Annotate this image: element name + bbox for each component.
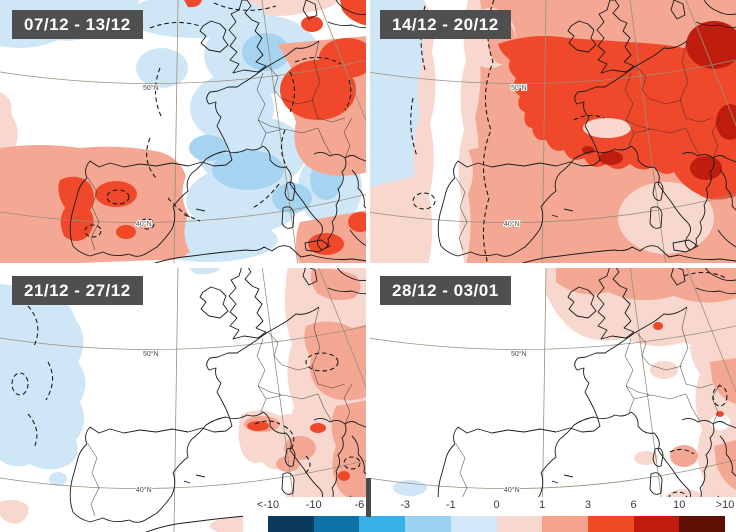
panel-week-1: 50°N 40°N 07/12 - 13/12 [0,0,368,266]
panel-week-2: 50°N 40°N 14/12 - 20/12 [368,0,736,266]
map-week-2: 50°N 40°N [368,0,736,266]
colorbar-segment [313,516,360,532]
panel-divider-dark-segment [366,478,371,517]
colorbar-tick-label: -10 [305,499,322,511]
map-week-3: 50°N 40°N [0,266,368,532]
latitude-label-50n: 50°N [511,350,527,358]
colorbar-segment [405,516,451,532]
colorbar-tick-label: -1 [445,499,456,511]
anomaly-regions [368,0,736,266]
colorbar-ticks: <-10 -10 -6 -3 -1 0 1 3 6 10 >10 [257,499,735,514]
colorbar-segment [542,516,588,532]
latitude-label-40n: 40°N [136,486,152,494]
colorbar-tick-label: 10 [673,499,686,511]
colorbar-tick-label: 3 [584,499,591,511]
colorbar-segment [359,516,406,532]
panel-divider-horizontal [0,263,736,268]
colorbar-tick-label: 6 [630,499,637,511]
map-week-1: 50°N 40°N [0,0,368,266]
panel-week-4: 50°N 40°N 28/12 - 03/01 [368,266,736,532]
colorbar-tick-label: <-10 [256,499,280,511]
colorbar-segment [496,516,543,532]
latitude-label-50n: 50°N [511,84,527,92]
date-range-label-week-2: 14/12 - 20/12 [380,10,511,39]
colorbar-tick-label: -3 [400,499,410,511]
date-range-label-week-3: 21/12 - 27/12 [12,276,143,305]
colorbar-tick-label: 1 [539,499,546,511]
latitude-label-40n: 40°N [136,220,152,228]
colorbar-segment [587,516,634,532]
date-range-label-week-4: 28/12 - 03/01 [380,276,511,305]
date-range-label-week-1: 07/12 - 13/12 [12,10,143,39]
colorbar-segment [679,516,726,532]
latitude-label-40n: 40°N [504,486,520,494]
anomaly-regions [0,266,368,532]
map-week-4: 50°N 40°N [368,266,736,532]
colorbar-tick-label: >10 [715,499,735,511]
panel-week-3: 50°N 40°N 21/12 - 27/12 [0,266,368,532]
colorbar-segments [268,516,726,532]
colorbar-segment [633,516,680,532]
significance-contours [84,2,352,238]
latitude-label-50n: 50°N [143,350,159,358]
colorbar-segment [268,516,314,532]
anomaly-regions [393,266,736,532]
latitude-label-40n: 40°N [504,220,520,228]
colorbar-tick-label: 0 [493,499,500,511]
colorbar-tick-label: -6 [354,499,365,511]
latitude-label-50n: 50°N [143,84,159,92]
colorbar-segment [450,516,497,532]
colorbar-area: <-10 -10 -6 -3 -1 0 1 3 6 10 >10 [243,497,736,532]
